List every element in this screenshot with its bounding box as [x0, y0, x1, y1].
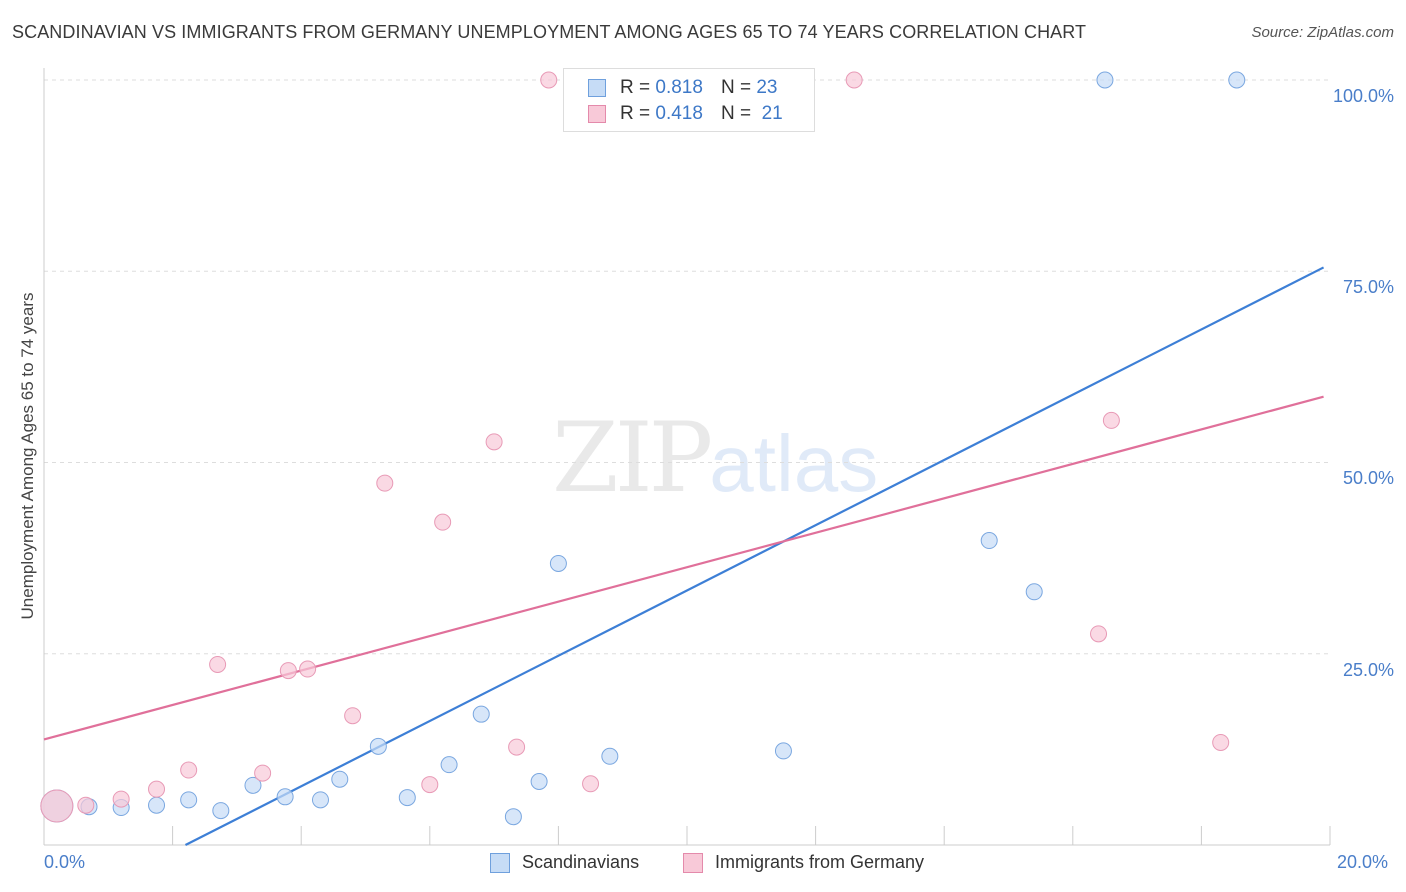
- bottom-legend-pink: Immigrants from Germany: [683, 852, 924, 873]
- pink-data-point: [279, 662, 297, 680]
- y-tick-label: 50.0%: [1342, 468, 1394, 488]
- blue-data-point: [1025, 583, 1043, 601]
- bottom-legend-blue: Scandinavians: [490, 852, 639, 873]
- blue-data-point: [549, 554, 567, 572]
- pink-trend-line: [43, 395, 1324, 741]
- legend-r-value: 0.818: [655, 77, 703, 98]
- legend-r-value: 0.418: [655, 103, 703, 124]
- blue-swatch: [588, 79, 606, 97]
- pink-data-point: [40, 789, 74, 823]
- blue-data-point: [1228, 71, 1246, 89]
- pink-data-point: [1102, 411, 1120, 429]
- pink-data-point: [1212, 733, 1230, 751]
- pink-data-point: [845, 71, 863, 89]
- blue-data-point: [980, 532, 998, 550]
- pink-data-point: [540, 71, 558, 89]
- axes: [43, 68, 1331, 846]
- blue-data-point: [276, 788, 294, 806]
- blue-data-point: [244, 776, 262, 794]
- pink-data-point: [209, 655, 227, 673]
- pink-data-point: [112, 790, 130, 808]
- pink-data-point: [582, 775, 600, 793]
- trend-lines: [43, 266, 1325, 846]
- legend-n-value: 23: [756, 77, 778, 98]
- legend-row-blue: R = 0.818 N = 23: [588, 75, 777, 101]
- y-tick-label: 25.0%: [1342, 660, 1394, 680]
- pink-data-point: [77, 796, 95, 814]
- x-tick-label: 0.0%: [44, 852, 86, 872]
- x-tick-label: 20.0%: [1337, 852, 1389, 872]
- blue-data-point: [472, 705, 490, 723]
- y-tick-label: 100.0%: [1332, 86, 1394, 106]
- pink-data-point: [376, 474, 394, 492]
- legend-n-value: 21: [761, 103, 783, 124]
- blue-data-point: [212, 802, 230, 820]
- blue-data-point: [504, 808, 522, 826]
- pink-data-point: [148, 780, 166, 798]
- legend: R = 0.818 N = 23 R = 0.418 N = 21: [563, 68, 815, 132]
- pink-swatch: [588, 105, 606, 123]
- blue-trend-line: [184, 266, 1325, 846]
- pink-data-point: [421, 776, 439, 794]
- data-points: [40, 71, 1246, 826]
- blue-data-point: [1096, 71, 1114, 89]
- legend-r-label: R =: [620, 77, 651, 98]
- y-tick-label: 75.0%: [1342, 277, 1394, 297]
- legend-n-label: N =: [720, 77, 752, 98]
- blue-data-point: [311, 791, 329, 809]
- pink-data-point: [180, 761, 198, 779]
- pink-data-point: [434, 513, 452, 531]
- bottom-legend-pink-label: Immigrants from Germany: [715, 852, 925, 872]
- blue-data-point: [369, 737, 387, 755]
- blue-data-point: [148, 796, 166, 814]
- blue-swatch: [490, 852, 510, 873]
- pink-data-point: [508, 738, 526, 756]
- blue-data-point: [440, 756, 458, 774]
- chart-title: SCANDINAVIAN VS IMMIGRANTS FROM GERMANY …: [12, 22, 1087, 42]
- legend-n-label: N =: [720, 103, 752, 124]
- blue-data-point: [331, 770, 349, 788]
- blue-data-point: [180, 791, 198, 809]
- y-axis-label: Unemployment Among Ages 65 to 74 years: [18, 292, 37, 620]
- bottom-legend-blue-label: Scandinavians: [522, 852, 640, 872]
- legend-r-label: R =: [620, 103, 651, 124]
- pink-data-point: [485, 433, 503, 451]
- blue-data-point: [398, 789, 416, 807]
- blue-data-point: [774, 742, 792, 760]
- source-credit: Source: ZipAtlas.com: [1251, 24, 1394, 41]
- pink-data-point: [254, 764, 272, 782]
- pink-data-point: [344, 707, 362, 725]
- blue-data-point: [530, 773, 548, 791]
- legend-row-pink: R = 0.418 N = 21: [588, 101, 783, 127]
- pink-data-point: [299, 660, 317, 678]
- blue-data-point: [601, 747, 619, 765]
- pink-data-point: [1090, 625, 1108, 643]
- pink-swatch: [683, 852, 703, 873]
